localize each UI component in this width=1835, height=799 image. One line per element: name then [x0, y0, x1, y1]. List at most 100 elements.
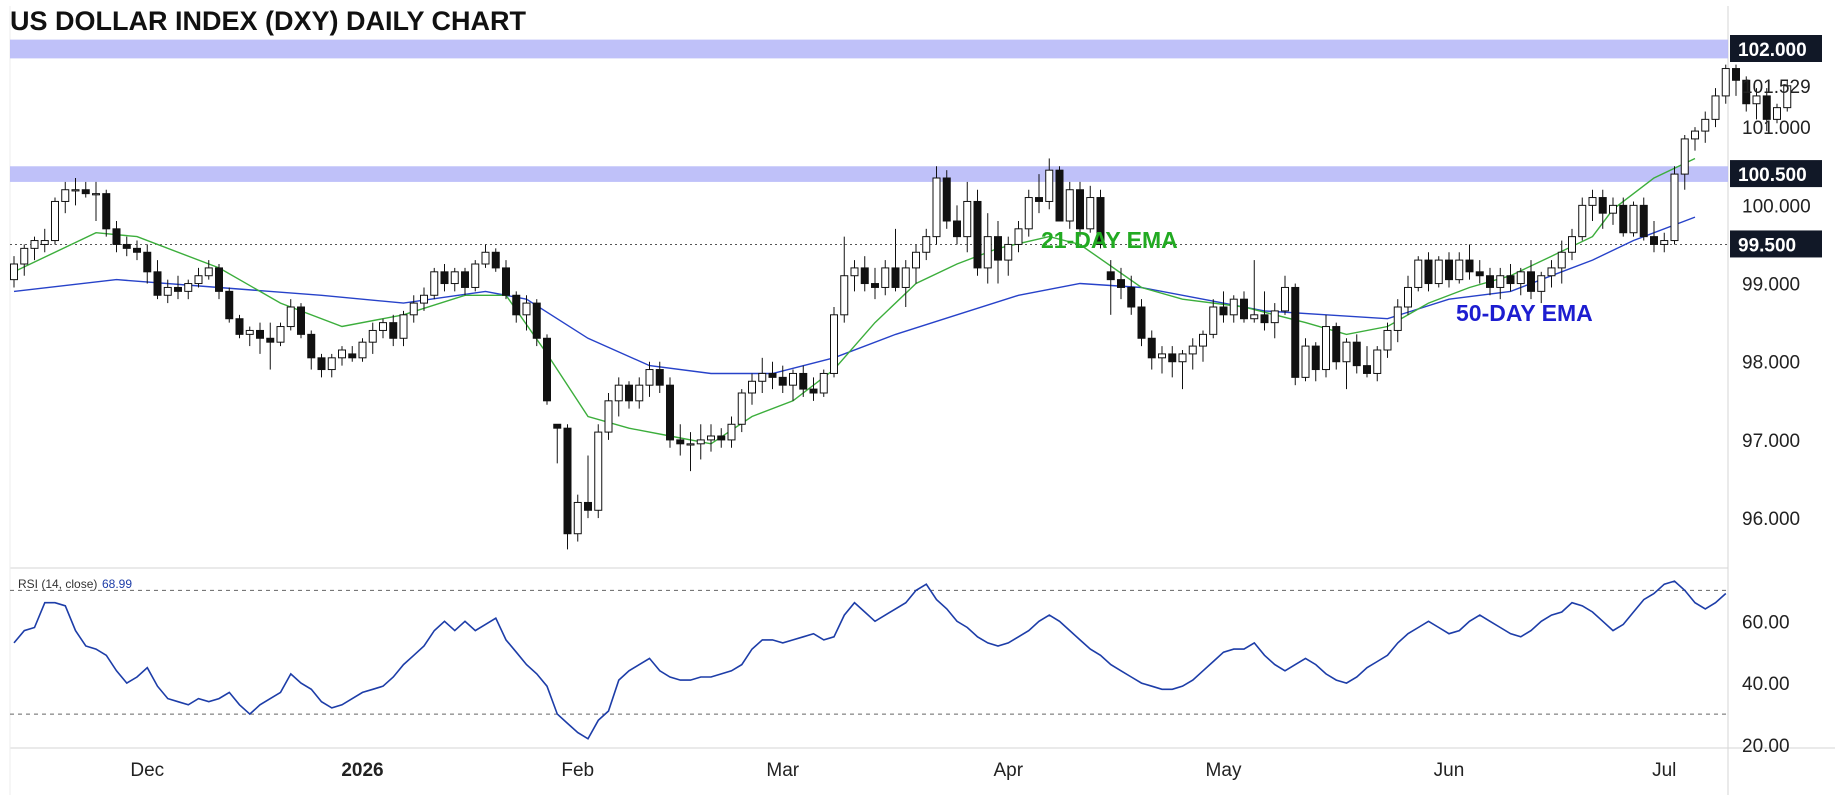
candle-body-43 [450, 271, 459, 285]
candle-body-137 [1414, 259, 1423, 288]
candle-body-7 [81, 189, 90, 195]
price-tick-label: 100.000 [1742, 196, 1811, 217]
resistance-zone-0 [10, 39, 1728, 59]
annotation-ema21: 21-DAY EMA [1041, 227, 1178, 253]
candle-body-104 [1076, 189, 1084, 230]
candle-body-160 [1650, 236, 1658, 245]
candle-body-123 [1270, 310, 1279, 324]
candle-body-38 [399, 314, 408, 339]
candle-body-55 [573, 501, 582, 535]
candle-body-17 [184, 283, 193, 292]
badge-1005-text: 100.500 [1738, 165, 1807, 186]
candle-body-83 [860, 267, 869, 285]
rsi-tick-label: 20.00 [1742, 736, 1790, 757]
time-tick-label: Jun [1434, 760, 1465, 781]
candle-body-10 [112, 228, 121, 245]
candle-body-85 [881, 267, 890, 288]
candle-body-173 [1783, 85, 1792, 109]
candle-body-94 [973, 200, 982, 269]
candle-body-149 [1537, 275, 1546, 292]
candle-body-145 [1496, 275, 1505, 288]
candle-body-1 [20, 247, 29, 265]
candle-body-70 [727, 423, 736, 441]
candle-body-45 [471, 263, 480, 288]
candle-body-136 [1404, 286, 1412, 308]
candle-body-18 [194, 275, 203, 285]
candle-body-8 [92, 193, 100, 196]
time-axis-ticks: Dec 2026 Feb Mar Apr May Jun Jul [130, 760, 1676, 781]
badge-102-text: 102.000 [1738, 40, 1807, 61]
candle-body-75 [778, 376, 787, 386]
candle-body-19 [204, 267, 213, 277]
candle-body-110 [1137, 306, 1146, 339]
candle-body-49 [512, 294, 521, 316]
candle-body-168 [1732, 68, 1740, 81]
candle-body-27 [286, 306, 295, 328]
candle-body-65 [676, 439, 685, 445]
candle-body-172 [1773, 107, 1781, 120]
candle-body-132 [1363, 365, 1371, 374]
candle-body-118 [1219, 306, 1228, 316]
rsi-current-value: 68.99 [102, 577, 132, 591]
candle-body-53 [553, 423, 562, 429]
candle-body-141 [1455, 259, 1464, 281]
resistance-zone-1 [10, 166, 1728, 182]
time-tick-label: Mar [766, 760, 799, 781]
price-tick-label: 99.000 [1742, 275, 1800, 296]
candle-body-76 [789, 372, 797, 386]
candle-body-50 [522, 302, 531, 316]
candle-body-92 [953, 220, 961, 238]
candle-body-106 [1096, 197, 1105, 245]
candle-body-2 [30, 240, 39, 249]
candle-body-96 [994, 236, 1002, 261]
candle-body-107 [1106, 271, 1115, 281]
candle-body-93 [963, 200, 972, 238]
candle-body-13 [143, 251, 152, 273]
candle-body-4 [51, 200, 59, 242]
time-tick-label: Apr [993, 760, 1023, 781]
candle-body-29 [307, 333, 316, 359]
candle-body-32 [338, 349, 346, 359]
candle-body-12 [133, 247, 141, 253]
candle-body-67 [696, 439, 705, 445]
candle-body-14 [153, 271, 162, 296]
candle-body-48 [502, 267, 510, 296]
badge-102-bg [1730, 35, 1822, 62]
candle-body-56 [584, 501, 592, 511]
candle-body-44 [461, 271, 469, 288]
candle-body-97 [1004, 243, 1013, 261]
candle-body-25 [266, 337, 275, 343]
candle-body-80 [830, 314, 838, 374]
rsi-tick-label: 40.00 [1742, 674, 1790, 695]
candle-body-148 [1527, 271, 1535, 292]
candle-body-0 [10, 263, 18, 281]
candle-body-15 [163, 286, 172, 296]
candle-body-72 [748, 380, 756, 394]
candle-body-34 [358, 341, 367, 359]
candle-body-117 [1209, 306, 1218, 335]
candle-body-21 [225, 290, 234, 320]
candle-body-142 [1465, 259, 1474, 273]
candle-body-68 [707, 435, 715, 441]
candle-body-171 [1762, 95, 1771, 120]
candle-body-113 [1168, 353, 1177, 363]
candle-body-162 [1670, 173, 1679, 242]
candle-body-169 [1742, 79, 1751, 105]
candle-body-5 [61, 189, 70, 202]
candle-body-79 [819, 372, 828, 394]
candle-body-157 [1619, 204, 1628, 234]
candle-body-91 [942, 177, 951, 222]
candle-body-20 [215, 267, 223, 292]
candle-body-127 [1311, 345, 1320, 371]
annotation-ema50: 50-DAY EMA [1456, 300, 1593, 326]
candle-body-60 [625, 384, 633, 402]
candle-body-130 [1342, 341, 1351, 363]
candle-body-63 [655, 369, 664, 386]
candle-body-57 [594, 431, 603, 511]
rsi-line [13, 580, 1727, 740]
rsi-label: RSI (14, close) [18, 577, 97, 591]
candle-body-3 [40, 240, 49, 245]
candle-body-47 [491, 251, 500, 269]
